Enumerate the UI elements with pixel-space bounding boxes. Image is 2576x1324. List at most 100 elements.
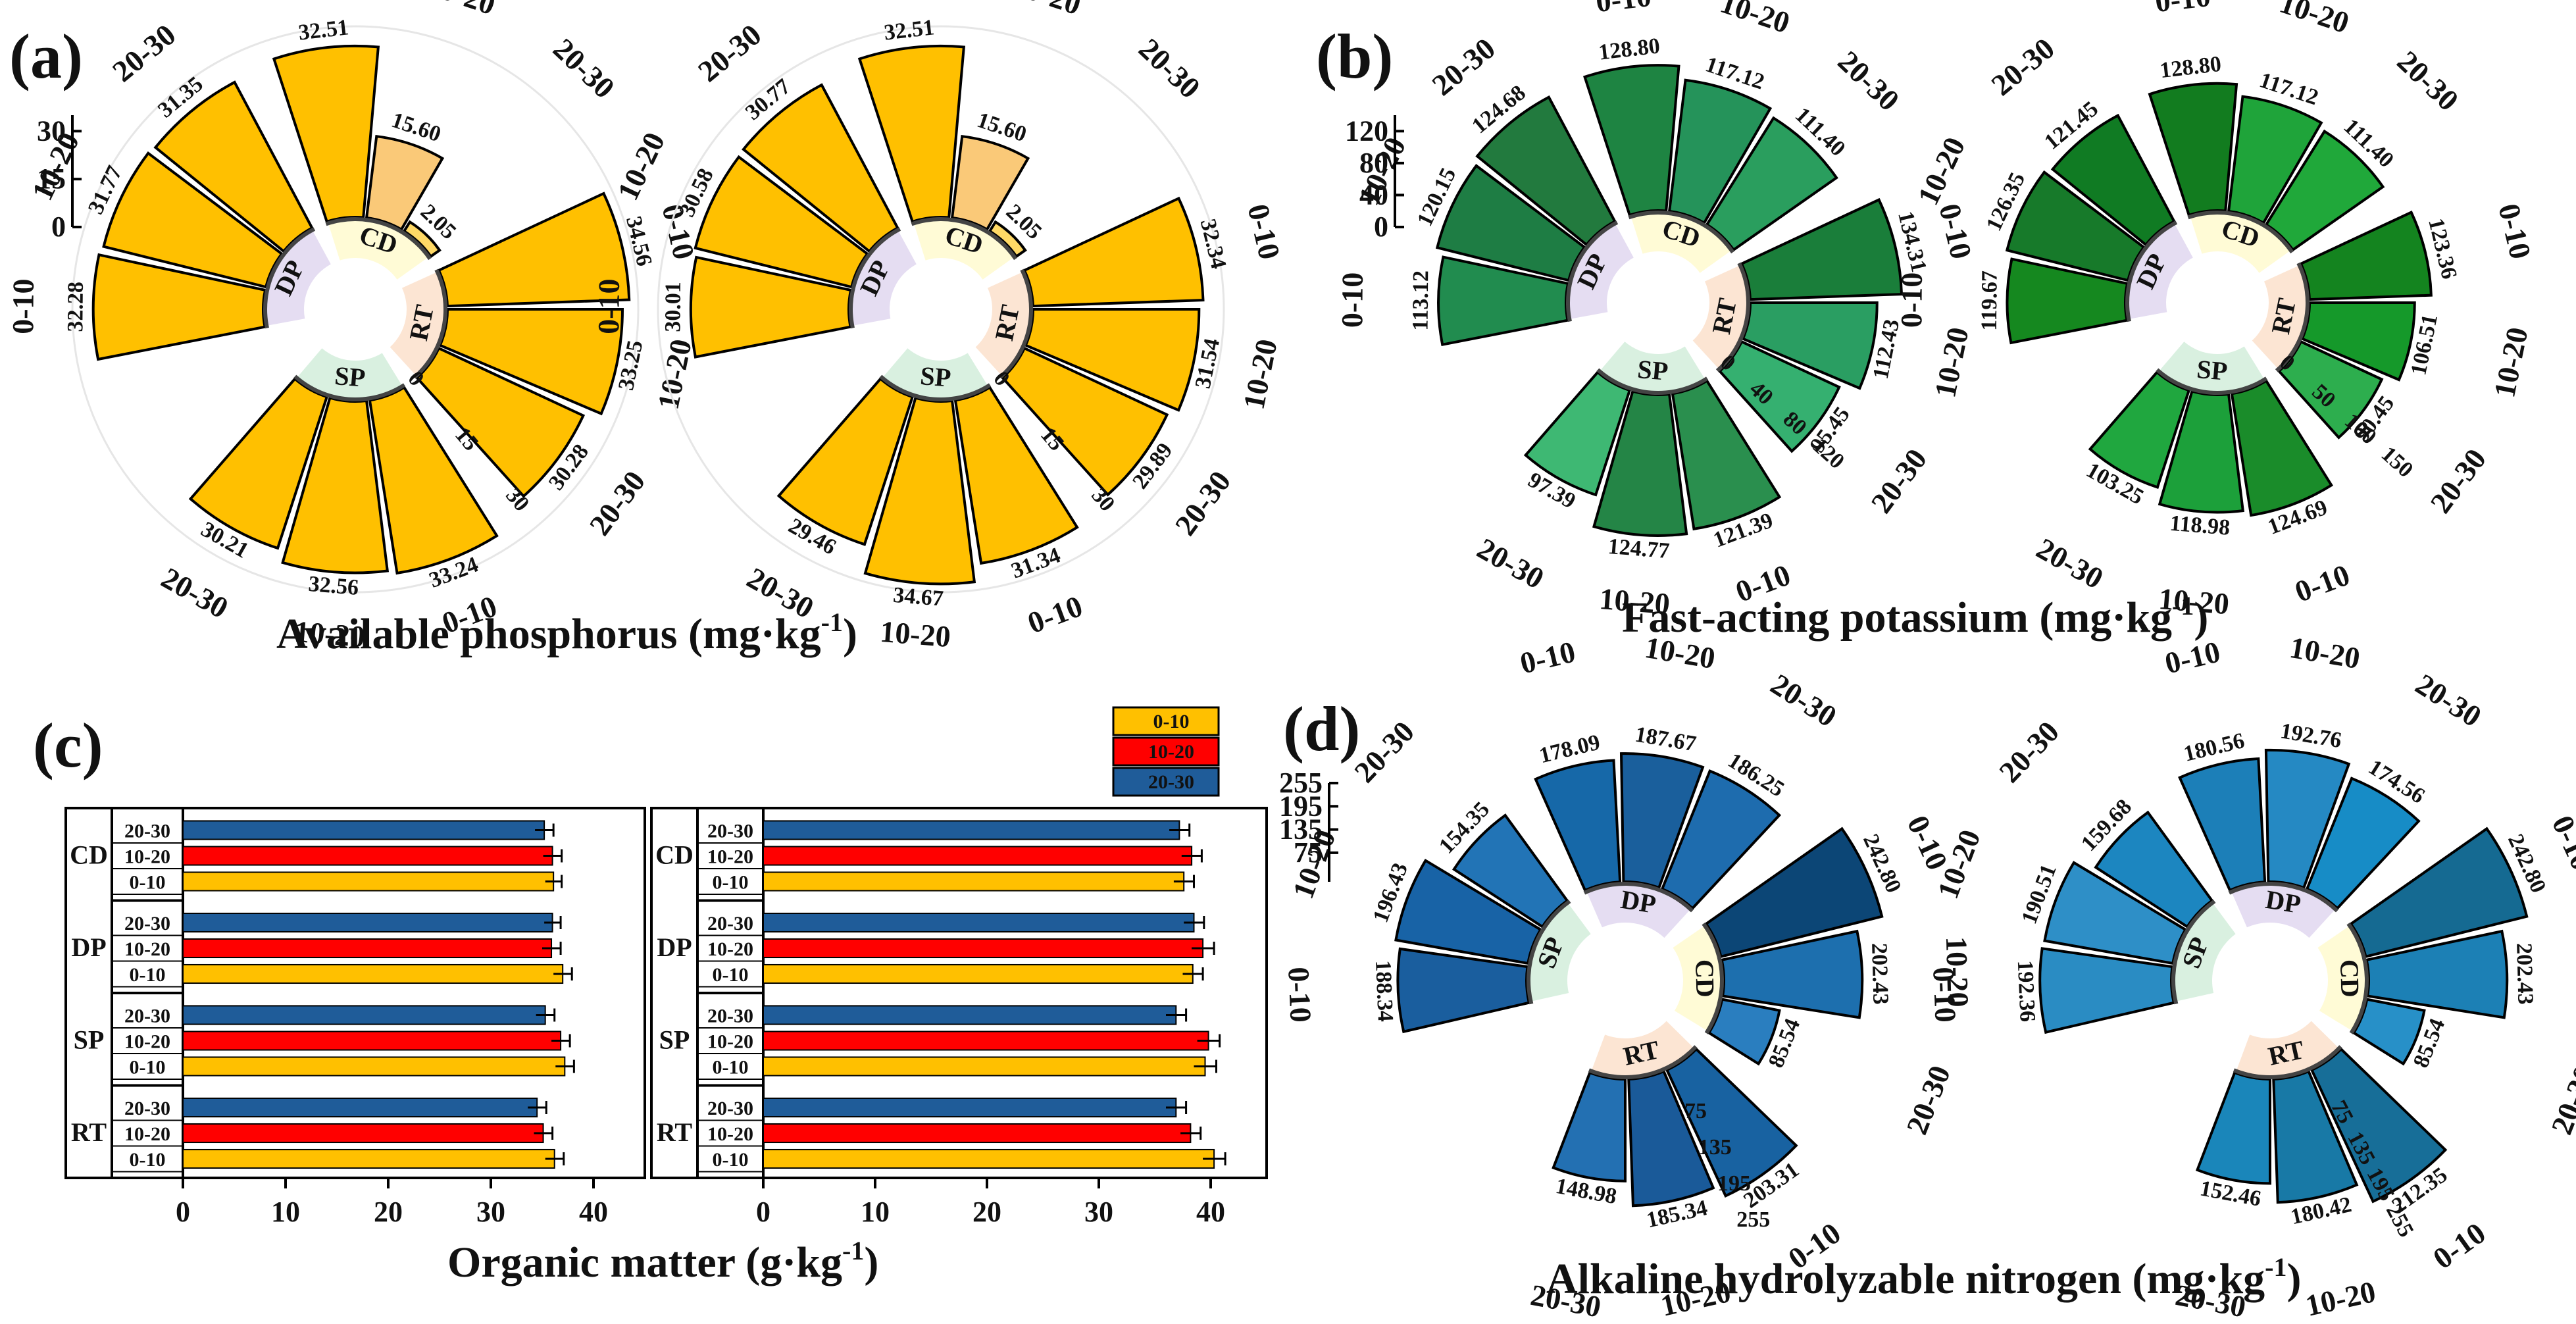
value-label-SP-10-20: 124.77 xyxy=(1607,534,1671,563)
depth-label-RT-10-20: 10-20 xyxy=(651,336,697,412)
radial-gridline xyxy=(657,25,1225,594)
depth-label-DP-20-30: 20-30 xyxy=(707,913,753,934)
panel-label-c: (c) xyxy=(33,710,103,780)
depth-label-RT-0-10: 0-10 xyxy=(2427,1216,2491,1275)
depth-label-CD-10-20: 10-20 xyxy=(1940,936,1975,1007)
bar-CD-10-20 xyxy=(182,846,553,866)
bar-DP-0-10 xyxy=(182,963,564,984)
depth-label-DP-20-30: 20-30 xyxy=(106,18,182,89)
category-label-DP: DP xyxy=(1619,884,1658,919)
category-ring-SP xyxy=(297,348,403,399)
depth-label-DP-10-20: 10-20 xyxy=(124,938,170,960)
category-ring-DP xyxy=(851,230,917,326)
value-label-DP-10-20: 187.67 xyxy=(1633,723,1698,757)
depth-label-RT-20-30: 20-30 xyxy=(1864,442,1933,519)
category-ring-RT xyxy=(1591,1021,1694,1077)
category-ring-SP xyxy=(1528,903,1591,1002)
title-d-sup: -1 xyxy=(2265,1252,2286,1282)
radial-tick-255: 255 xyxy=(1736,1208,1770,1232)
category-edge-SP xyxy=(879,374,992,402)
category-edge-CD xyxy=(325,217,432,261)
depth-label-RT-20-30: 20-30 xyxy=(124,1098,170,1119)
depth-label-RT-0-10: 0-10 xyxy=(713,1149,749,1171)
value-label-DP-10-20: 192.76 xyxy=(2279,719,2343,753)
depth-label-SP-0-10: 0-10 xyxy=(713,1057,749,1079)
group-label-DP: DP xyxy=(71,932,106,962)
value-label-SP-0-10: 192.36 xyxy=(2013,960,2040,1023)
depth-label-DP-20-30: 20-30 xyxy=(1765,667,1842,734)
legend-swatch-20-30 xyxy=(1112,767,1220,797)
d-left-yaxis-tick-label-195: 195 xyxy=(1279,790,1323,822)
value-label-SP-10-20: 32.56 xyxy=(307,572,359,600)
category-label-RT: RT xyxy=(2265,295,2302,336)
depth-label-CD-10-20: 10-20 xyxy=(2276,0,2354,39)
bar-DP-0-10 xyxy=(2178,757,2267,892)
depth-label-RT-20-30: 20-30 xyxy=(583,465,652,542)
xtick-label-30: 30 xyxy=(1084,1196,1113,1228)
xtick-label-10: 10 xyxy=(271,1196,300,1228)
depth-label-SP-0-10: 0-10 xyxy=(1927,966,1963,1023)
depth-label-CD-10-20: 10-20 xyxy=(422,0,499,21)
value-label-RT-0-10: 32.34 xyxy=(1196,216,1231,271)
category-label-RT: RT xyxy=(1706,295,1742,336)
depth-label-SP-10-20: 10-20 xyxy=(124,1031,170,1053)
category-edge-DP xyxy=(1583,882,1694,913)
group-label-CD: CD xyxy=(70,840,108,869)
depth-label-DP-0-10: 0-10 xyxy=(713,964,749,986)
depth-label-SP-20-30: 20-30 xyxy=(156,561,234,624)
bar-CD-20-30 xyxy=(182,820,545,840)
value-label-DP-0-10: 30.01 xyxy=(661,282,686,332)
legend-swatch-0-10 xyxy=(1112,706,1220,736)
category-ring-RT xyxy=(2236,1021,2339,1077)
depth-label-DP-0-10: 0-10 xyxy=(592,278,626,334)
title-available-phosphorus: Available phosphorus (mg·kg-1) xyxy=(276,607,857,658)
group-label-DP: DP xyxy=(657,932,692,962)
category-edge-DP xyxy=(2125,220,2178,322)
depth-label-SP-10-20: 10-20 xyxy=(293,615,366,653)
chart-c-right: CD 20-30 10-20 0-10 DP 20-30 10-20 0-10 SP 20-30 1… xyxy=(650,807,1268,1228)
category-ring-SP xyxy=(2173,903,2236,1002)
chart-b-right: 119.670-10126.3510-20121.4520-30DP128.80… xyxy=(1894,0,2538,621)
category-edge-RT xyxy=(2233,1045,2342,1079)
category-edge-CD xyxy=(2346,922,2369,1034)
category-label-RT: RT xyxy=(989,302,1025,343)
depth-label-CD-20-30: 20-30 xyxy=(547,32,621,105)
bar-DP-10-20 xyxy=(763,938,1204,959)
depth-label-DP-10-20: 10-20 xyxy=(707,938,753,960)
category-label-SP: SP xyxy=(334,361,366,393)
group-label-SP: SP xyxy=(74,1025,105,1054)
chart-b-left: 113.120-10120.1510-20124.6820-30DP128.80… xyxy=(1335,0,1979,621)
category-edge-RT xyxy=(2275,262,2310,372)
xtick-label-0: 0 xyxy=(176,1196,190,1228)
bar-SP-10-20 xyxy=(182,1031,562,1051)
category-label-SP: SP xyxy=(2196,354,2229,386)
value-label-SP-0-10: 188.34 xyxy=(1371,959,1398,1022)
d-left-yaxis-tick-label-75: 75 xyxy=(1294,836,1323,869)
plot-frame xyxy=(650,807,1268,1179)
depth-label-SP-0-10: 0-10 xyxy=(1023,589,1087,640)
chart-c-left: CD 20-30 10-20 0-10 DP 20-30 10-20 0-10 SP 20-30 1… xyxy=(64,807,646,1228)
depth-label-RT-10-20: 10-20 xyxy=(2487,324,2534,400)
title-alkaline-nitrogen: Alkaline hydrolyzable nitrogen (mg·kg-1) xyxy=(1546,1252,2301,1303)
b-left-yaxis-tick-label-80: 80 xyxy=(1359,147,1388,179)
category-edge-RT xyxy=(1588,1045,1698,1079)
group-label-RT: RT xyxy=(657,1117,692,1147)
depth-label-CD-10-20: 10-20 xyxy=(1717,0,1794,39)
category-edge-SP xyxy=(293,374,406,401)
bar-CD-0-10 xyxy=(182,871,555,892)
depth-label-CD-10-20: 10-20 xyxy=(707,846,753,868)
depth-label-DP-0-10: 0-10 xyxy=(130,964,166,986)
bar-SP-0-10 xyxy=(763,1056,1206,1077)
depth-label-CD-0-10: 0-10 xyxy=(130,872,166,894)
depth-label-DP-10-20: 10-20 xyxy=(1911,132,1971,210)
radial-tick-135: 135 xyxy=(1698,1135,1732,1159)
depth-label-DP-20-30: 20-30 xyxy=(1985,31,2061,102)
value-label-CD-10-20: 202.43 xyxy=(1867,943,1892,1005)
bar-RT-10-20 xyxy=(182,1123,544,1144)
depth-label-DP-20-30: 20-30 xyxy=(692,18,767,89)
category-edge-RT xyxy=(1715,262,1750,372)
depth-label-SP-0-10: 0-10 xyxy=(1282,966,1318,1023)
category-edge-SP xyxy=(2156,368,2268,395)
